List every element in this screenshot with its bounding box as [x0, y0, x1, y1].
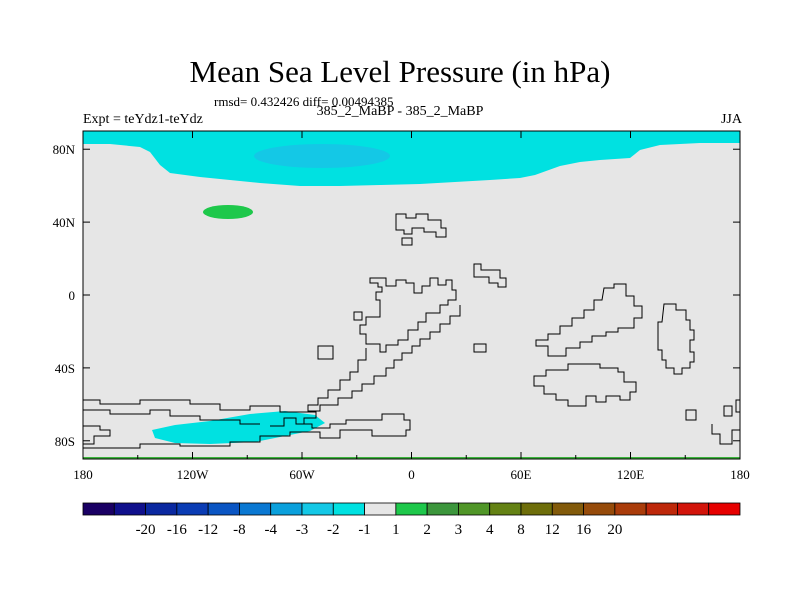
colorbar-swatch [332, 502, 365, 516]
colorbar: -20 -16 -12 -8 -4 -3 -2 -1 1 2 3 4 8 12 16 20 [82, 502, 741, 538]
colorbar-label: -16 [167, 522, 187, 538]
colorbar-label: -1 [358, 522, 371, 538]
colorbar-swatch [520, 502, 553, 516]
colorbar-swatch [614, 502, 647, 516]
case-label: 385_2_MaBP - 385_2_MaBP [316, 104, 484, 119]
arctic-low-core-region [254, 144, 390, 168]
colorbar-swatch [395, 502, 428, 516]
map-plot-area [83, 131, 740, 459]
pacific-high-region [203, 205, 253, 219]
colorbar-label: 8 [517, 522, 525, 538]
season-label: JJA [720, 112, 742, 127]
colorbar-label: 1 [392, 522, 400, 538]
x-tick-label: 60W [289, 467, 315, 482]
stats-text: rmsd= 0.432426 diff= 0.00494385 [214, 94, 394, 109]
experiment-label: Expt = teYdz1-teYdz [83, 112, 203, 127]
x-tick-label: 0 [408, 467, 415, 482]
y-tick-label: 40N [53, 215, 76, 230]
colorbar-swatch [708, 502, 741, 516]
arctic-low-region [83, 131, 740, 186]
colorbar-label: 12 [545, 522, 560, 538]
colorbar-label: 16 [576, 522, 592, 538]
colorbar-swatch [426, 502, 459, 516]
colorbar-label: -4 [264, 522, 277, 538]
x-tick-label: 120E [617, 467, 645, 482]
colorbar-swatch [645, 502, 678, 516]
colorbar-swatch [82, 502, 115, 516]
colorbar-swatch [677, 502, 710, 516]
colorbar-swatch [551, 502, 584, 516]
x-tick-label: 120W [177, 467, 210, 482]
y-tick-label: 40S [55, 361, 75, 376]
colorbar-label: -3 [296, 522, 309, 538]
colorbar-swatch [583, 502, 616, 516]
colorbar-swatch [207, 502, 240, 516]
colorbar-swatch [301, 502, 334, 516]
x-tick-label: 180 [73, 467, 93, 482]
y-tick-label: 0 [69, 288, 76, 303]
colorbar-label: 4 [486, 522, 494, 538]
y-tick-label: 80S [55, 434, 75, 449]
colorbar-swatch [458, 502, 491, 516]
colorbar-label: -8 [233, 522, 246, 538]
colorbar-swatch [176, 502, 209, 516]
chart-title: Mean Sea Level Pressure (in hPa) [189, 54, 611, 89]
colorbar-swatch [239, 502, 272, 516]
colorbar-swatch [364, 502, 397, 516]
colorbar-swatch [270, 502, 303, 516]
colorbar-label: 3 [455, 522, 463, 538]
colorbar-swatch [145, 502, 178, 516]
colorbar-swatch [489, 502, 522, 516]
colorbar-label: 20 [607, 522, 622, 538]
colorbar-label: 2 [423, 522, 431, 538]
x-tick-label: 60E [511, 467, 532, 482]
axis-ticks: 180 120W 60W 0 60E 120E 180 80N 40N 0 40S 80S [53, 131, 750, 482]
x-tick-label: 180 [730, 467, 750, 482]
coastlines [83, 213, 740, 449]
colorbar-swatch [113, 502, 146, 516]
colorbar-label: -20 [136, 522, 156, 538]
colorbar-label: -2 [327, 522, 340, 538]
y-tick-label: 80N [53, 142, 76, 157]
colorbar-label: -12 [198, 522, 218, 538]
